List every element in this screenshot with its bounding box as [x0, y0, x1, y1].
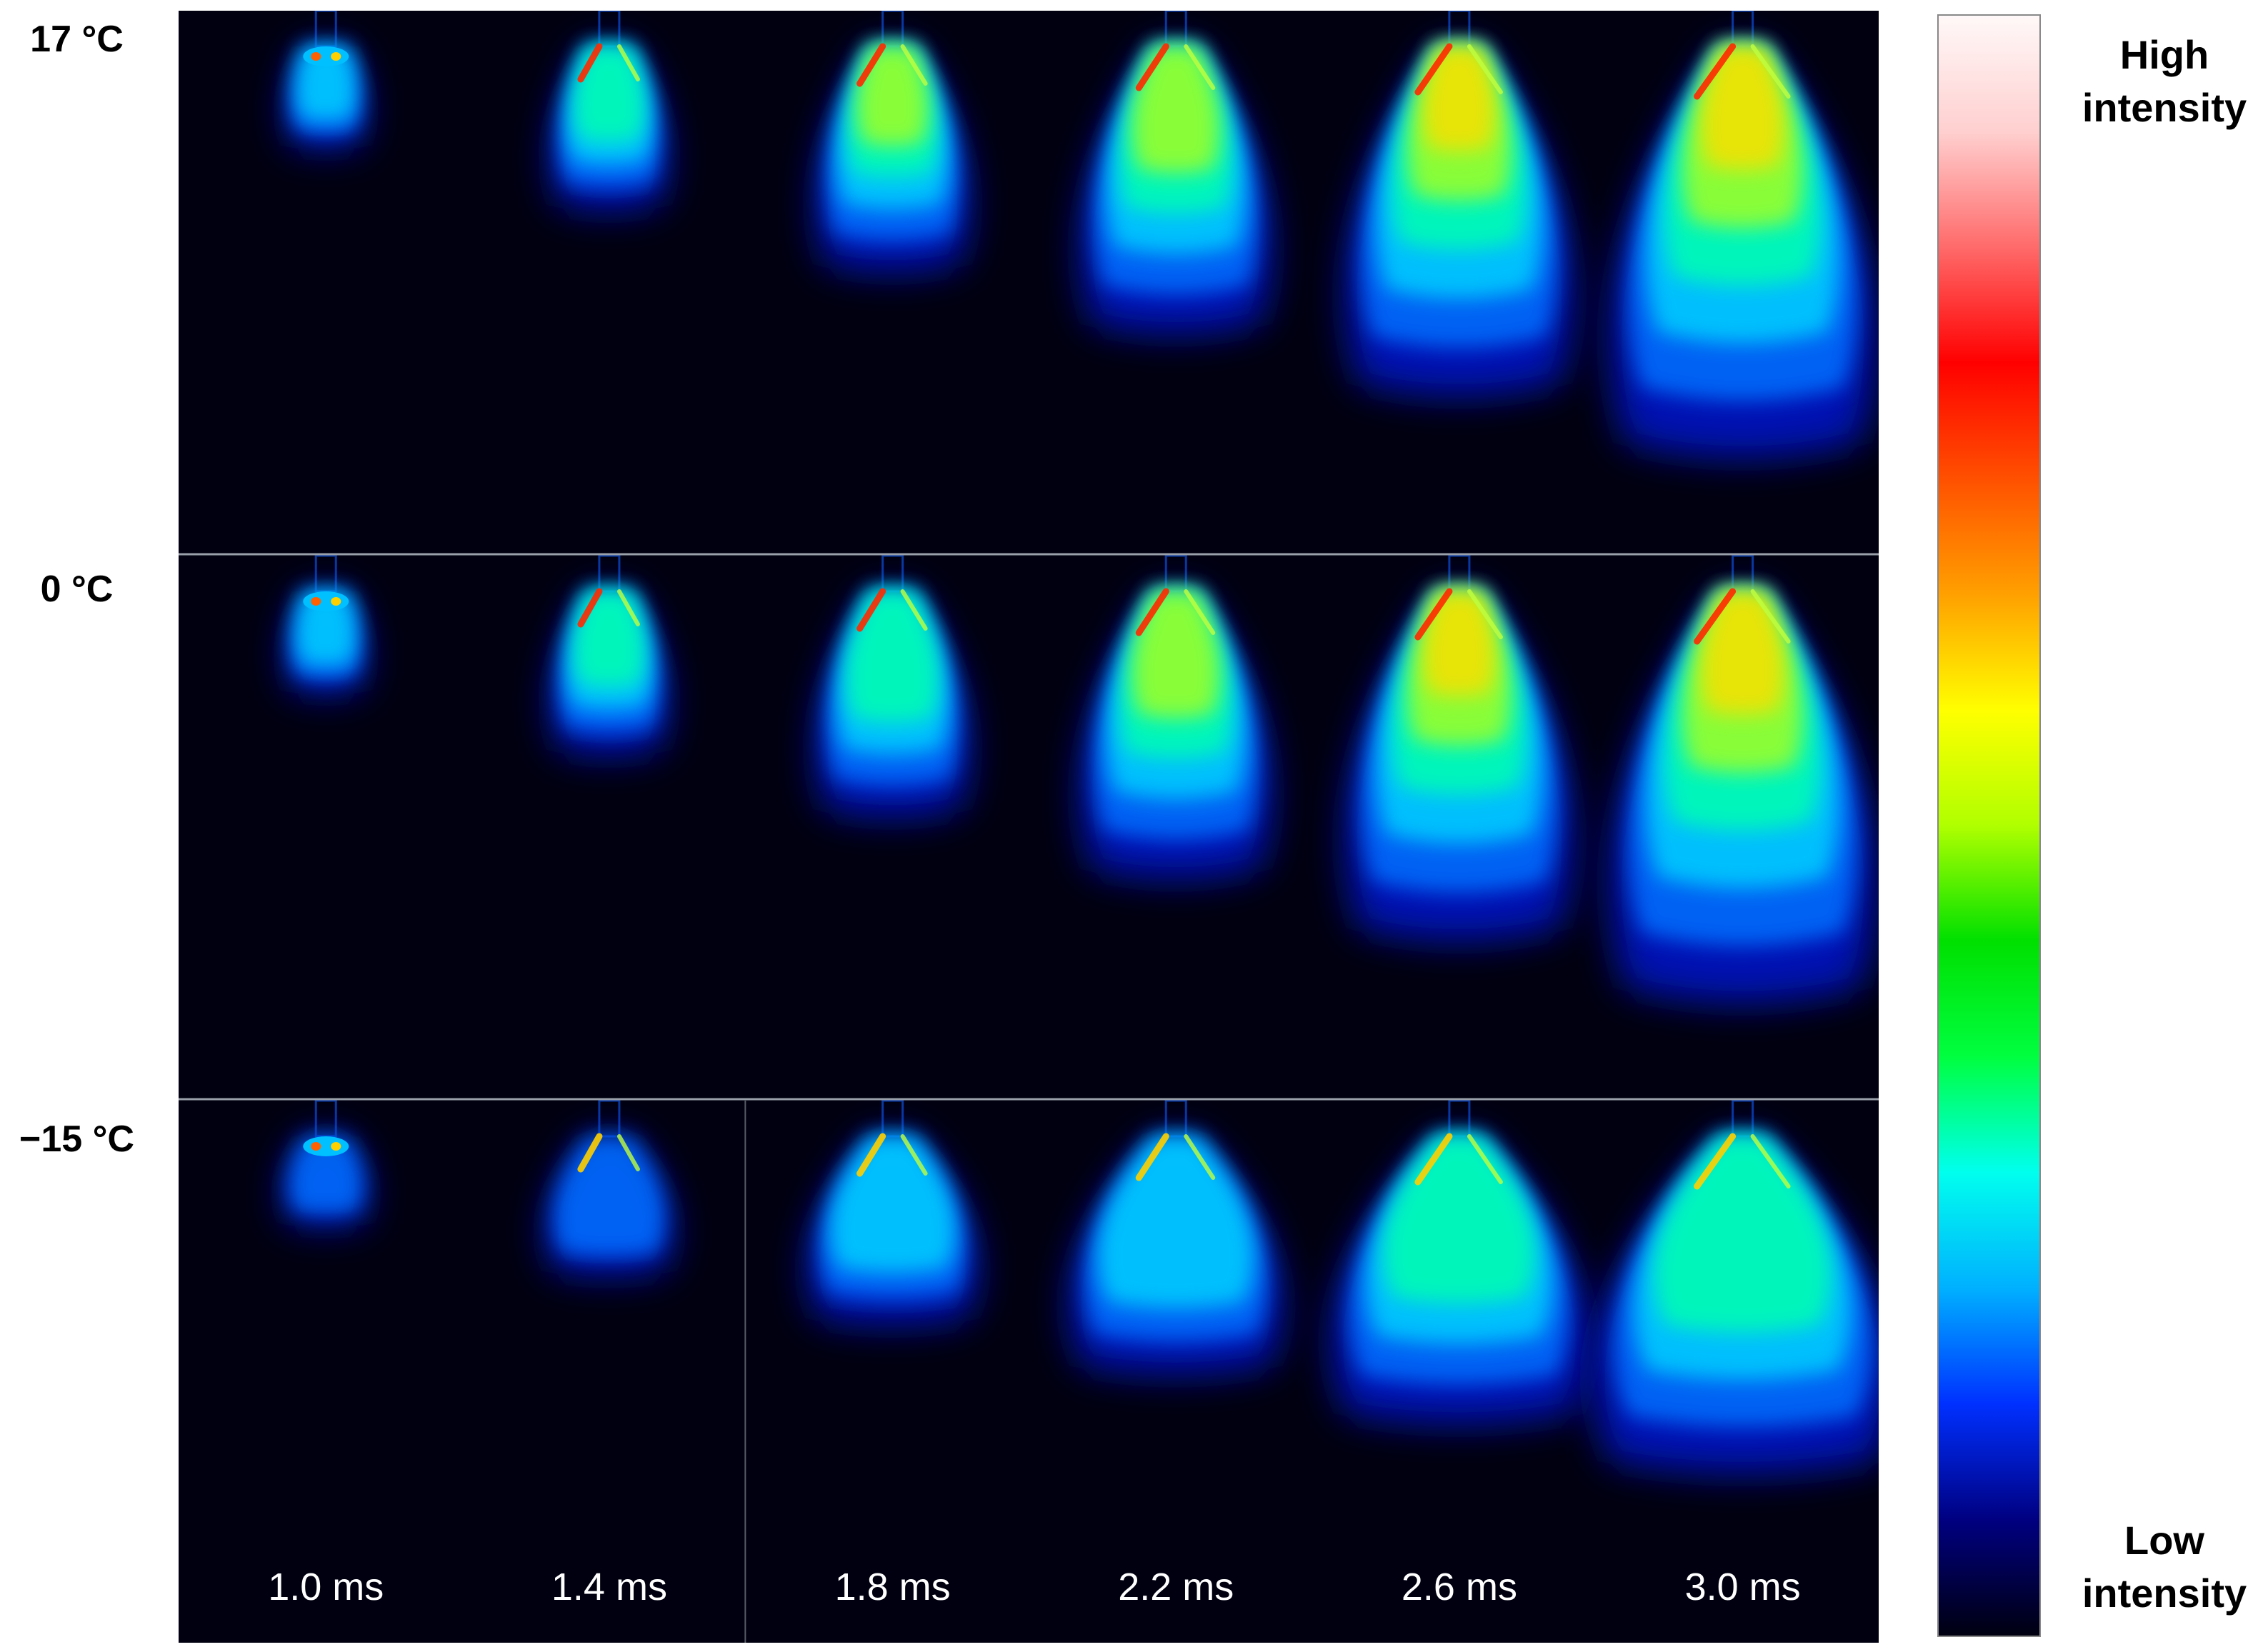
- row-label-0c: 0 °C: [40, 569, 114, 610]
- spray-frame-r2-c0: [282, 1099, 369, 1227]
- colorbar-high-label: High intensity: [2082, 32, 2247, 130]
- row-label-17c: 17 °C: [30, 19, 124, 60]
- time-label: 1.0 ms: [268, 1566, 384, 1608]
- spray-frame-r2-c3: [1068, 1099, 1284, 1376]
- colorbar: [1937, 14, 2041, 1637]
- spray-frame-r1-c4: [1344, 554, 1574, 942]
- spray-frame-r1-c2: [815, 554, 971, 819]
- colorbar-low-label: Low intensity: [2082, 1518, 2247, 1616]
- spray-frame-r2-c2: [806, 1099, 979, 1326]
- time-label: 1.8 ms: [835, 1566, 951, 1608]
- time-label: 2.6 ms: [1402, 1566, 1517, 1608]
- spray-image-grid: 1.0 ms 1.4 ms 1.8 ms 2.2 ms 2.6 ms 3.0 ms: [179, 11, 1879, 1643]
- spray-frame-r1-c3: [1079, 554, 1272, 880]
- time-label: 1.4 ms: [551, 1566, 667, 1608]
- spray-frame-r1-c5: [1609, 554, 1877, 1004]
- spray-frame-r0-c3: [1079, 11, 1272, 335]
- spray-frame-r2-c4: [1330, 1099, 1589, 1425]
- time-label: 3.0 ms: [1685, 1566, 1801, 1608]
- spray-frame-r0-c1: [550, 11, 669, 211]
- spray-frame-r0-c5: [1609, 11, 1877, 459]
- spray-frame-r1-c1: [550, 554, 669, 756]
- spray-frame-r0-c2: [815, 11, 971, 274]
- spray-frame-r0-c4: [1344, 11, 1574, 397]
- spray-frame-r2-c5: [1592, 1099, 1879, 1475]
- spray-frame-r2-c1: [544, 1099, 674, 1276]
- spray-frame-r1-c0: [285, 554, 366, 694]
- time-label: 2.2 ms: [1118, 1566, 1234, 1608]
- row-label-minus15c: −15 °C: [19, 1118, 134, 1160]
- spray-frame-r0-c0: [285, 11, 366, 149]
